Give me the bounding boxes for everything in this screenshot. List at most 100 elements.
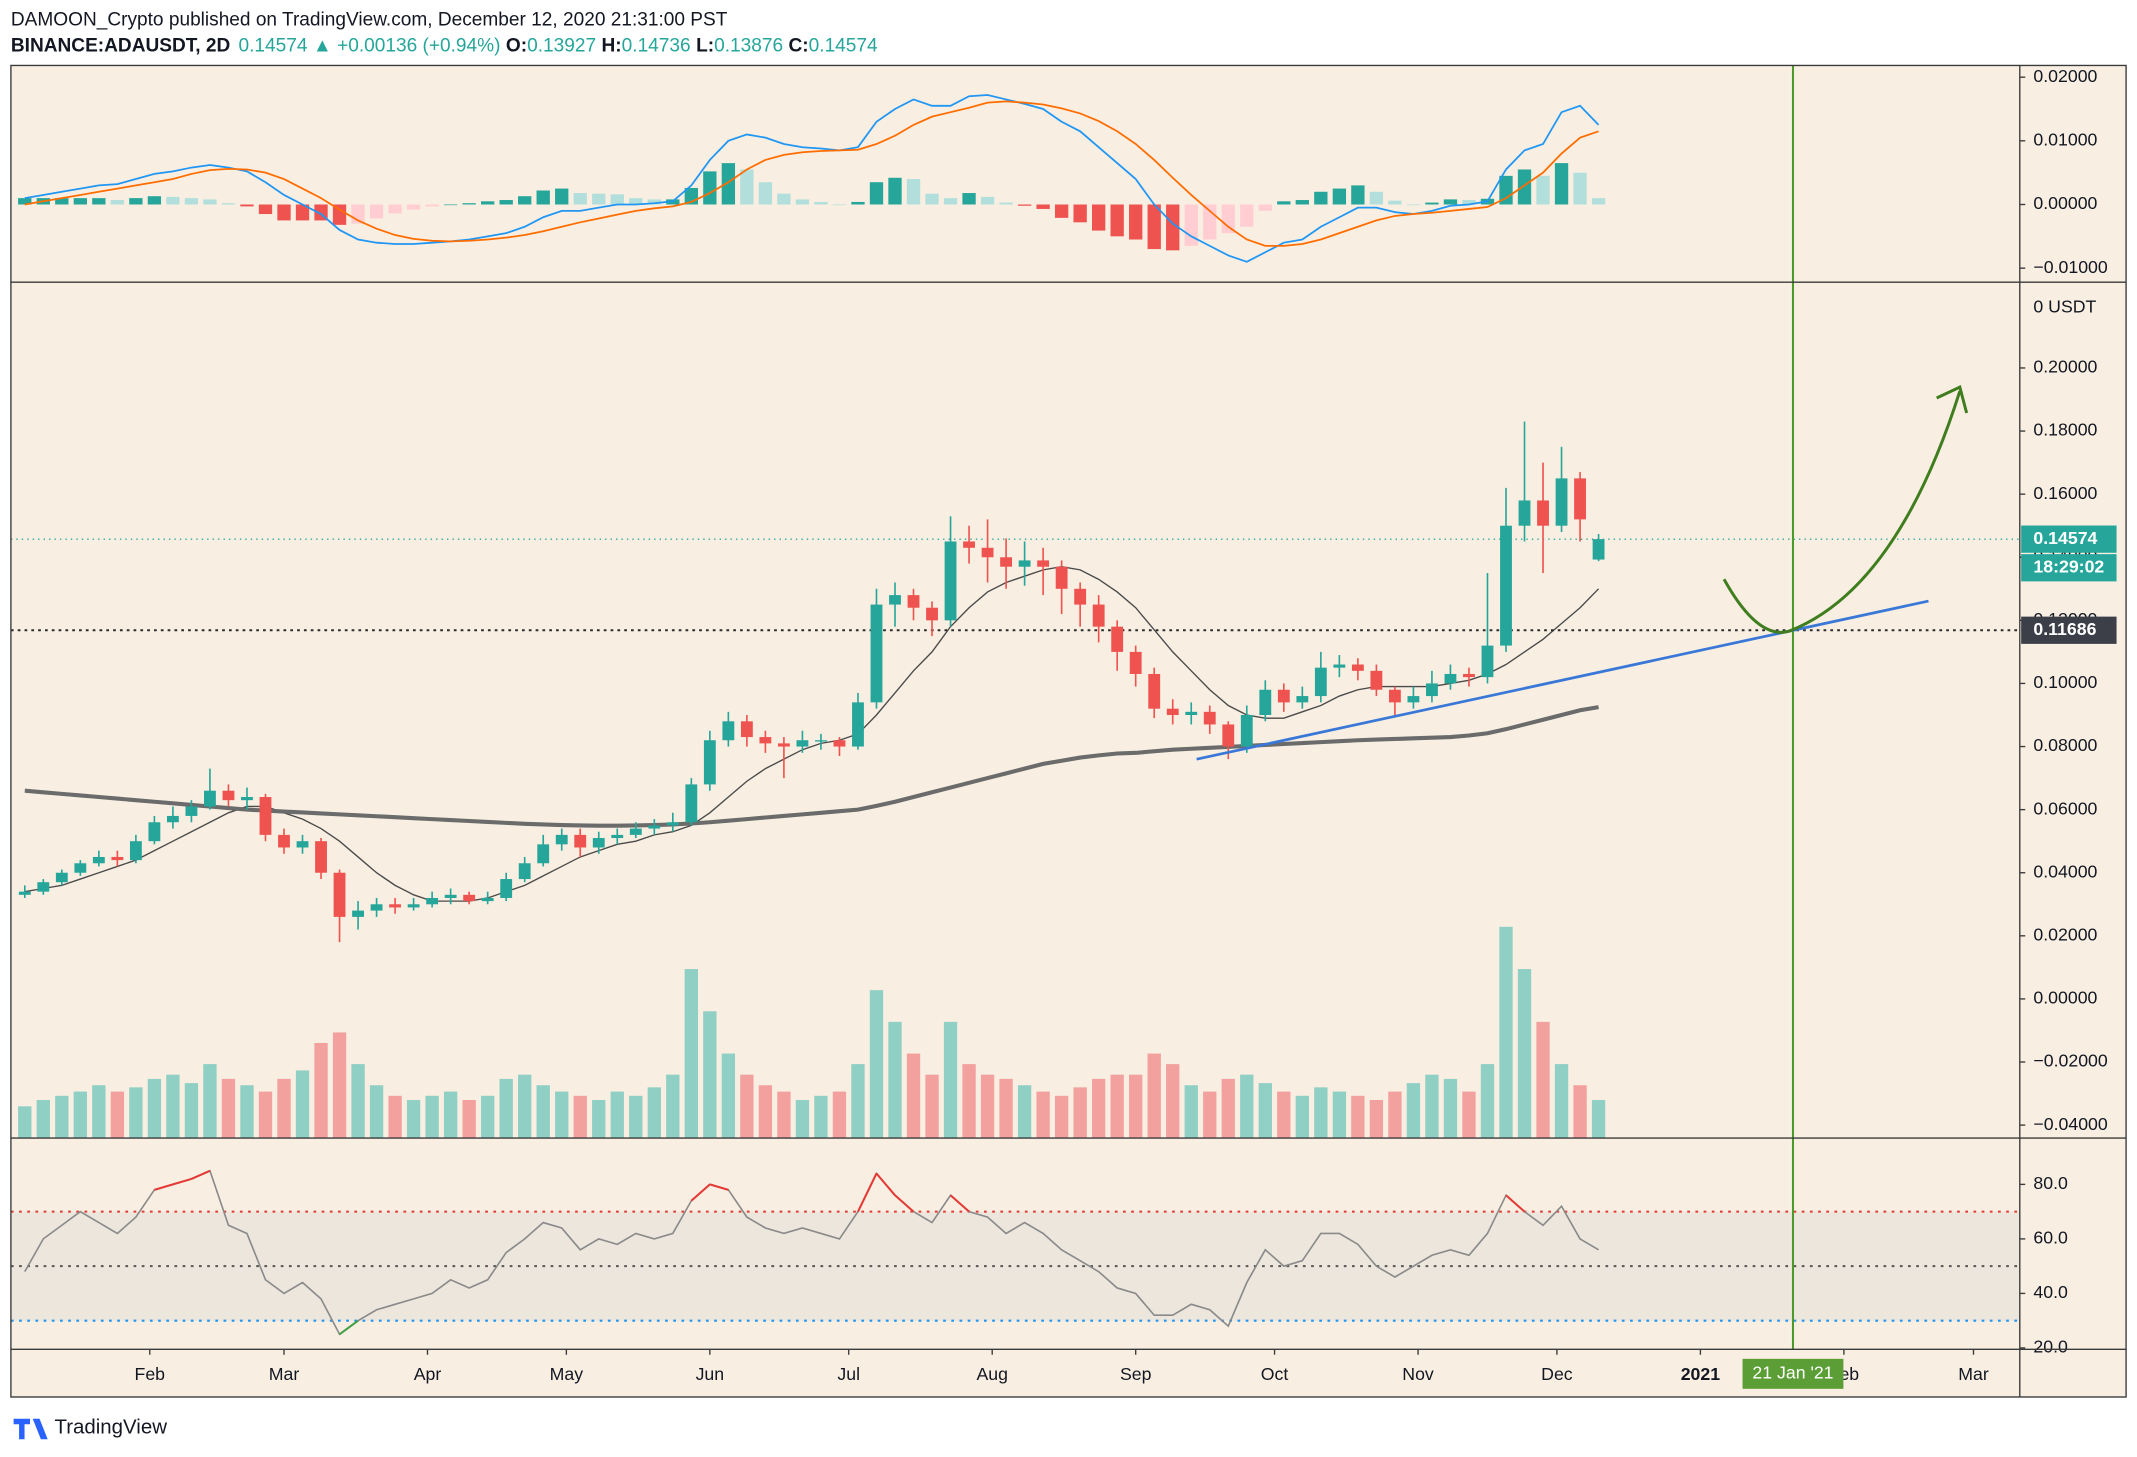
candle-body <box>1092 604 1105 627</box>
macd-histogram-bar <box>888 177 902 205</box>
volume-bar <box>221 1078 236 1139</box>
volume-bar <box>1054 1095 1069 1139</box>
macd-histogram-bar <box>221 203 236 205</box>
candle-body <box>1055 566 1068 589</box>
candle-body <box>1314 667 1327 697</box>
macd-histogram-bar <box>1425 202 1439 205</box>
rsi-extreme-segment <box>154 1183 174 1191</box>
candle-body <box>537 844 550 864</box>
macd-histogram-bar <box>703 171 717 205</box>
x-tick-label: Feb <box>135 1364 166 1384</box>
y-tick-label: 0.10000 <box>2033 672 2097 692</box>
volume-bar <box>536 1085 550 1139</box>
rsi-extreme-segment <box>857 1173 878 1213</box>
candle-body <box>111 856 124 861</box>
y-tick-label: −0.01000 <box>2033 257 2107 277</box>
macd-histogram-bar <box>906 179 921 205</box>
candle-body <box>407 904 420 908</box>
y-tick-label: 0.02000 <box>2033 924 2097 944</box>
last-value: 0.14574 <box>239 35 308 56</box>
volume-bar <box>962 1064 976 1139</box>
macd-histogram-bar <box>629 198 643 205</box>
candle-body <box>352 910 364 917</box>
close-label: C: <box>789 35 809 56</box>
level-tag <box>2021 616 2117 644</box>
candle-body <box>18 891 31 895</box>
candle-body <box>703 740 716 785</box>
countdown-label: 18:29:02 <box>2033 556 2104 576</box>
candle-body <box>148 822 161 842</box>
macd-histogram-bar <box>518 196 532 205</box>
y-tick-label: 20.0 <box>2033 1337 2068 1357</box>
volume-bar <box>129 1087 143 1139</box>
macd-histogram-bar <box>1554 163 1569 205</box>
candle-body <box>889 595 901 605</box>
volume-bar <box>647 1087 661 1139</box>
x-tick-label: Jul <box>837 1364 860 1384</box>
trend-line <box>1196 599 1929 761</box>
candle-body <box>1259 689 1272 715</box>
macd-histogram-bar <box>1462 200 1476 205</box>
macd-histogram-bar <box>795 199 810 205</box>
volume-bar <box>499 1078 513 1139</box>
macd-histogram-bar <box>462 203 476 205</box>
chart-frame <box>10 64 2127 1398</box>
macd-histogram-bar <box>740 169 754 205</box>
macd-histogram-bar <box>1110 204 1124 237</box>
macd-histogram-bar <box>999 202 1013 205</box>
volume-bar <box>92 1085 106 1139</box>
candle-body <box>1574 478 1586 520</box>
candle-body <box>759 737 772 744</box>
volume-bar <box>1480 1064 1495 1139</box>
volume-bar <box>1017 1085 1032 1139</box>
volume-bar <box>1129 1074 1143 1139</box>
volume-bar <box>1147 1053 1161 1139</box>
macd-histogram-bar <box>1017 204 1032 206</box>
candle-body <box>1351 664 1364 671</box>
macd-histogram-bar <box>721 163 736 205</box>
volume-bar <box>406 1100 421 1139</box>
x-tick-label: Sep <box>1120 1364 1152 1384</box>
volume-bar <box>481 1095 495 1139</box>
y-tick-label: 0.01000 <box>2033 130 2097 150</box>
rsi-extreme-segment <box>949 1194 970 1213</box>
volume-bar <box>110 1091 125 1139</box>
macd-histogram-bar <box>1092 204 1106 231</box>
candle-body <box>852 702 864 747</box>
macd-histogram-bar <box>758 182 773 205</box>
macd-histogram-bar <box>425 204 439 207</box>
candle-body <box>1426 683 1438 697</box>
rsi-extreme-segment <box>172 1177 192 1186</box>
macd-histogram-bar <box>184 198 199 205</box>
macd-histogram-bar <box>332 204 347 225</box>
candle-body <box>37 882 50 892</box>
volume-bar <box>314 1042 328 1139</box>
macd-histogram-bar <box>369 204 384 219</box>
volume-bar <box>906 1053 921 1139</box>
candle-body <box>722 721 735 741</box>
candle-body <box>444 894 457 898</box>
candle-body <box>1148 673 1161 709</box>
y-tick-label: 80.0 <box>2033 1173 2068 1193</box>
volume-bar <box>980 1074 995 1139</box>
candle-body <box>1500 525 1512 646</box>
macd-histogram-bar <box>1073 204 1087 223</box>
x-tick-label: 2021 <box>1681 1364 1721 1384</box>
macd-histogram-bar <box>1332 188 1347 205</box>
candle-body <box>1333 664 1346 668</box>
candle-body <box>666 822 679 826</box>
volume-bar <box>147 1078 162 1139</box>
event-tag <box>1742 1358 1844 1389</box>
volume-bar <box>36 1100 50 1139</box>
rsi-line <box>24 1169 1599 1336</box>
candle-body <box>1203 711 1216 725</box>
macd-histogram-bar <box>1388 200 1402 205</box>
candle-body <box>1000 557 1013 567</box>
candle-body <box>963 541 975 548</box>
candle-body <box>1388 689 1401 703</box>
candle-body <box>1296 696 1309 703</box>
macd-histogram-bar <box>1054 204 1069 218</box>
macd-histogram-bar <box>814 201 828 205</box>
moving-average <box>24 566 1600 902</box>
